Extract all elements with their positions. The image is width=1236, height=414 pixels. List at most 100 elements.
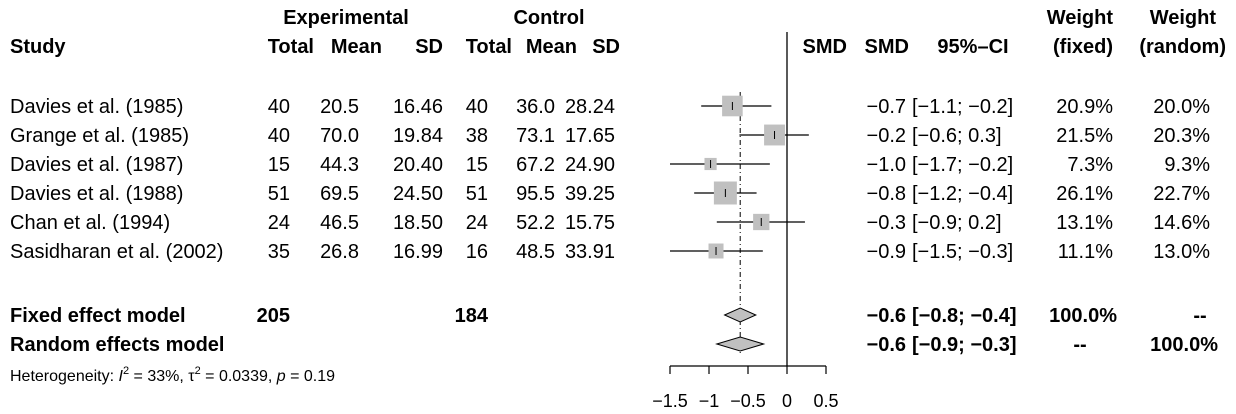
study-ci: [−0.6; 0.3] bbox=[912, 125, 1002, 147]
header-mean-experimental: Mean bbox=[331, 36, 382, 58]
study-weight-random: 20.0% bbox=[1153, 96, 1210, 118]
study-total-experimental: 51 bbox=[268, 183, 290, 205]
study-sd-experimental: 24.50 bbox=[393, 183, 443, 205]
study-smd: −0.8 bbox=[867, 183, 906, 205]
study-mean-control: 48.5 bbox=[516, 241, 555, 263]
study-row: Grange et al. (1985) 40 70.0 19.84 38 73.1 17.… bbox=[10, 125, 1210, 147]
study-total-control: 40 bbox=[466, 96, 488, 118]
header-weight-random-2: (random) bbox=[1139, 36, 1226, 58]
study-weight-fixed: 13.1% bbox=[1056, 212, 1113, 234]
study-weight-random: 20.3% bbox=[1153, 125, 1210, 147]
study-total-experimental: 35 bbox=[268, 241, 290, 263]
study-mean-control: 36.0 bbox=[516, 96, 555, 118]
study-name: Davies et al. (1987) bbox=[10, 154, 183, 176]
header-mean-control: Mean bbox=[526, 36, 577, 58]
x-axis-tick-label: 0 bbox=[782, 391, 792, 411]
study-sd-experimental: 16.46 bbox=[393, 96, 443, 118]
study-weight-random: 14.6% bbox=[1153, 212, 1210, 234]
study-name: Grange et al. (1985) bbox=[10, 125, 189, 147]
header-study: Study bbox=[10, 36, 66, 58]
x-axis-tick-label: 0.5 bbox=[813, 391, 838, 411]
study-ci: [−1.5; −0.3] bbox=[912, 241, 1013, 263]
study-sd-control: 39.25 bbox=[565, 183, 615, 205]
plot-area: −1.5 −1 −0.5 0 0.5 bbox=[652, 32, 839, 411]
study-total-experimental: 24 bbox=[268, 212, 290, 234]
random-model-ci: [−0.9; −0.3] bbox=[912, 334, 1017, 356]
study-row: Davies et al. (1988) 51 69.5 24.50 51 95.5 39.… bbox=[10, 183, 1210, 205]
study-weight-fixed: 20.9% bbox=[1056, 96, 1113, 118]
random-model-smd: −0.6 bbox=[867, 334, 906, 356]
study-mean-control: 52.2 bbox=[516, 212, 555, 234]
study-sd-experimental: 19.84 bbox=[393, 125, 443, 147]
random-model-row: Random effects model −0.6 [−0.9; −0.3] -… bbox=[10, 334, 1218, 356]
study-row: Davies et al. (1987) 15 44.3 20.40 15 67.2 24.… bbox=[10, 154, 1210, 176]
study-ci: [−1.2; −0.4] bbox=[912, 183, 1013, 205]
study-total-control: 15 bbox=[466, 154, 488, 176]
study-mean-experimental: 46.5 bbox=[320, 212, 359, 234]
study-name: Chan et al. (1994) bbox=[10, 212, 170, 234]
study-sd-experimental: 16.99 bbox=[393, 241, 443, 263]
header-sd-experimental: SD bbox=[415, 36, 443, 58]
study-mean-control: 95.5 bbox=[516, 183, 555, 205]
x-axis-tick-label: −1 bbox=[699, 391, 720, 411]
study-total-experimental: 40 bbox=[268, 125, 290, 147]
study-total-experimental: 15 bbox=[268, 154, 290, 176]
study-row: Sasidharan et al. (2002) 35 26.8 16.99 16 48.… bbox=[10, 241, 1210, 263]
random-model-diamond bbox=[715, 336, 766, 352]
fixed-model-weight-fixed: 100.0% bbox=[1049, 305, 1117, 327]
study-smd: −1.0 bbox=[867, 154, 906, 176]
header-sd-control: SD bbox=[592, 36, 620, 58]
study-sd-experimental: 20.40 bbox=[393, 154, 443, 176]
header-experimental: Experimental bbox=[283, 7, 409, 29]
fixed-model-row: Fixed effect model 205 184 −0.6 [−0.8; −… bbox=[10, 305, 1207, 327]
x-axis-tick-label: −0.5 bbox=[730, 391, 766, 411]
study-sd-control: 24.90 bbox=[565, 154, 615, 176]
header-smd-plot: SMD bbox=[803, 36, 847, 58]
header-weight-random-1: Weight bbox=[1150, 7, 1217, 29]
fixed-model-total-control: 184 bbox=[455, 305, 489, 327]
study-ci: [−1.1; −0.2] bbox=[912, 96, 1013, 118]
study-rows: Davies et al. (1985) 40 20.5 16.46 40 36.0 28.… bbox=[10, 96, 1210, 263]
study-weight-fixed: 21.5% bbox=[1056, 125, 1113, 147]
fixed-model-label: Fixed effect model bbox=[10, 305, 186, 327]
fixed-model-weight-random: -- bbox=[1193, 305, 1206, 327]
study-name: Davies et al. (1988) bbox=[10, 183, 183, 205]
study-mean-experimental: 26.8 bbox=[320, 241, 359, 263]
study-mean-control: 67.2 bbox=[516, 154, 555, 176]
study-mean-experimental: 20.5 bbox=[320, 96, 359, 118]
header-ci: 95%–CI bbox=[937, 36, 1008, 58]
heterogeneity-text: Heterogeneity: I2 = 33%, τ2 = 0.0339, p … bbox=[10, 365, 335, 385]
x-axis-tick-label: −1.5 bbox=[652, 391, 688, 411]
study-weight-fixed: 7.3% bbox=[1067, 154, 1113, 176]
study-row: Davies et al. (1985) 40 20.5 16.46 40 36.0 28.… bbox=[10, 96, 1210, 118]
fixed-model-ci: [−0.8; −0.4] bbox=[912, 305, 1017, 327]
study-total-control: 38 bbox=[466, 125, 488, 147]
fixed-model-total-experimental: 205 bbox=[257, 305, 290, 327]
header-smd: SMD bbox=[865, 36, 909, 58]
study-weight-random: 9.3% bbox=[1164, 154, 1210, 176]
study-smd: −0.9 bbox=[867, 241, 906, 263]
study-name: Davies et al. (1985) bbox=[10, 96, 183, 118]
study-mean-control: 73.1 bbox=[516, 125, 555, 147]
study-smd: −0.3 bbox=[867, 212, 906, 234]
study-total-control: 24 bbox=[466, 212, 488, 234]
study-mean-experimental: 44.3 bbox=[320, 154, 359, 176]
fixed-model-diamond bbox=[723, 307, 758, 323]
study-weight-random: 22.7% bbox=[1153, 183, 1210, 205]
header-weight-fixed-2: (fixed) bbox=[1053, 36, 1113, 58]
study-total-experimental: 40 bbox=[268, 96, 290, 118]
study-weight-fixed: 26.1% bbox=[1056, 183, 1113, 205]
random-model-label: Random effects model bbox=[10, 334, 224, 356]
study-smd: −0.7 bbox=[867, 96, 906, 118]
header-control: Control bbox=[513, 7, 584, 29]
random-model-weight-fixed: -- bbox=[1073, 334, 1086, 356]
study-sd-control: 17.65 bbox=[565, 125, 615, 147]
study-sd-experimental: 18.50 bbox=[393, 212, 443, 234]
study-mean-experimental: 70.0 bbox=[320, 125, 359, 147]
study-name: Sasidharan et al. (2002) bbox=[10, 241, 223, 263]
study-sd-control: 28.24 bbox=[565, 96, 615, 118]
study-ci: [−1.7; −0.2] bbox=[912, 154, 1013, 176]
header-total-control: Total bbox=[466, 36, 512, 58]
random-model-weight-random: 100.0% bbox=[1150, 334, 1218, 356]
